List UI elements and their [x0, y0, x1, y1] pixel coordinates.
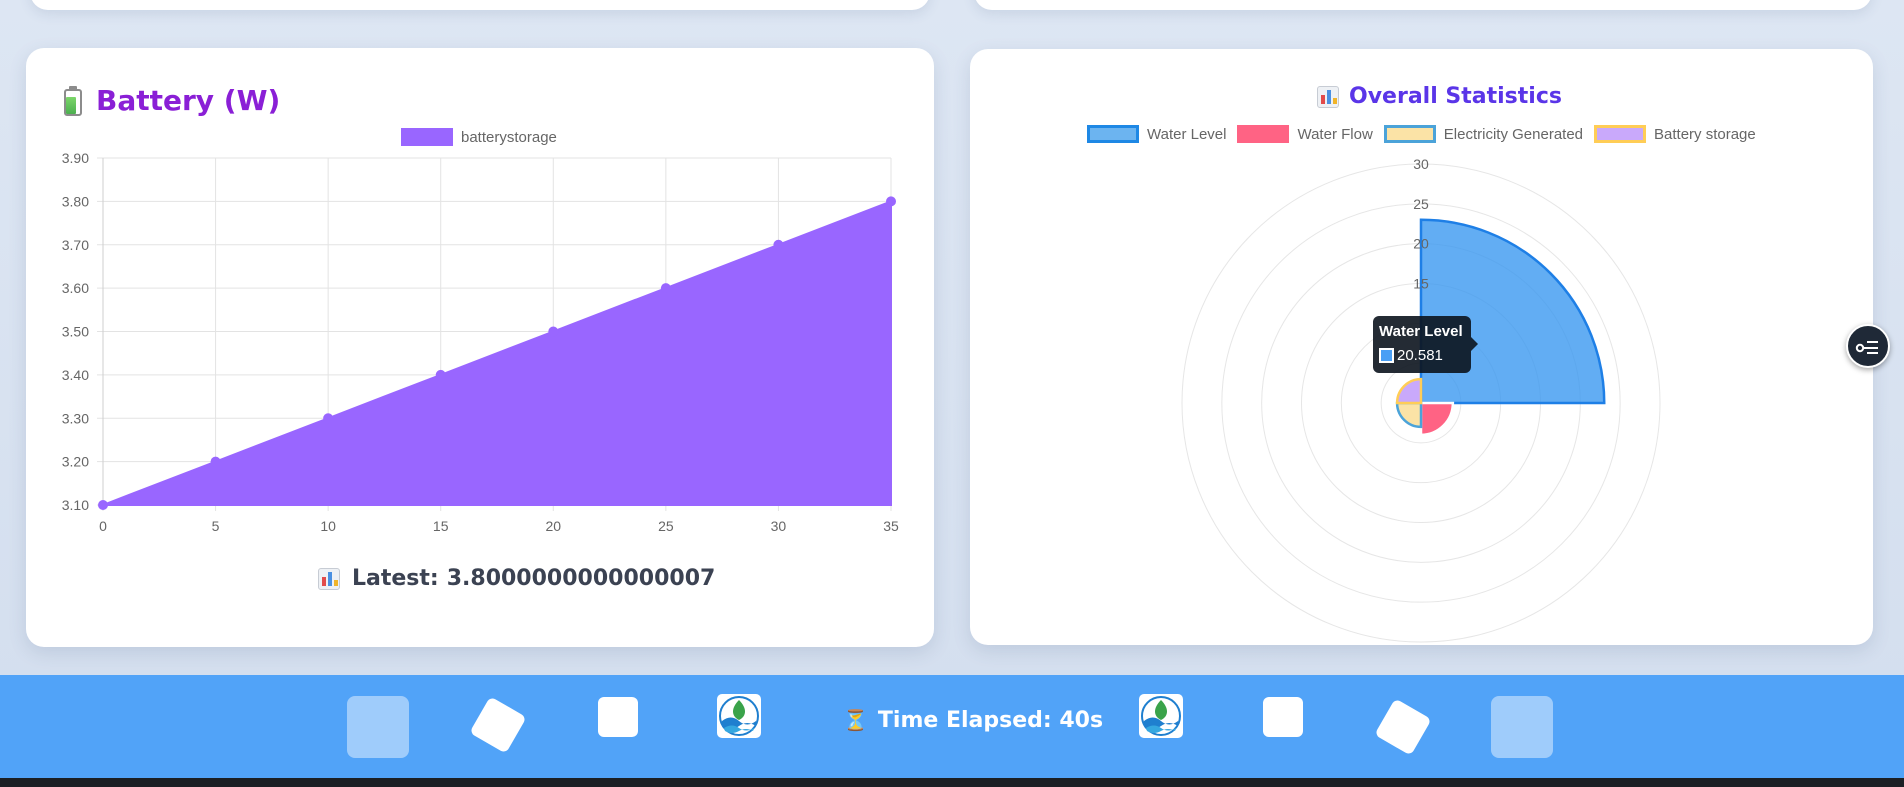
x-tick-label: 10 [320, 518, 336, 534]
x-tick-label: 20 [545, 518, 561, 534]
r-tick-label: 30 [1413, 156, 1429, 172]
tooltip-row: 20.581 [1379, 347, 1443, 364]
y-tick-label: 3.70 [62, 237, 89, 253]
decor-square [1491, 696, 1553, 758]
legend-label-batterystorage: batterystorage [461, 128, 557, 146]
battery-card-title: Battery (W) [64, 84, 280, 117]
y-tick-label: 3.20 [62, 454, 89, 470]
sector-water-flow [1419, 401, 1455, 437]
stats-title-text: Overall Statistics [1349, 84, 1562, 109]
legend-label-water-level: Water Level [1147, 125, 1227, 143]
settings-list-icon [1855, 341, 1878, 354]
x-tick-label: 25 [658, 518, 674, 534]
decor-square [347, 696, 409, 758]
r-tick-label: 25 [1413, 196, 1429, 212]
legend-label-battery-storage: Battery storage [1654, 125, 1756, 143]
sector-battery-storage [1395, 377, 1423, 405]
legend-label-water-flow: Water Flow [1297, 125, 1373, 143]
data-point [98, 500, 108, 510]
polar-ring [1181, 163, 1661, 643]
time-elapsed-text: Time Elapsed: 40s [877, 707, 1104, 733]
floating-menu-button[interactable] [1846, 324, 1890, 368]
x-tick-label: 35 [883, 518, 899, 534]
r-tick-label: 15 [1413, 276, 1429, 292]
stats-card-title: Overall Statistics [1317, 84, 1562, 109]
card-above-left [30, 0, 930, 10]
polar-ring [1221, 203, 1621, 603]
y-tick-label: 3.10 [62, 497, 89, 513]
time-elapsed: ⏳ Time Elapsed: 40s [843, 704, 1103, 736]
water-logo-icon [1139, 694, 1183, 738]
legend-item-electricity[interactable]: Electricity Generated [1383, 125, 1584, 143]
latest-prefix: Latest: [352, 566, 439, 591]
battery-latest: Latest: 3.8000000000000007 [318, 566, 715, 591]
card-above-right [974, 0, 1872, 10]
battery-chart-legend[interactable]: batterystorage [401, 128, 568, 146]
y-tick-label: 3.60 [62, 280, 89, 296]
bar-chart-icon [1317, 85, 1339, 108]
hourglass-icon: ⏳ [843, 708, 868, 732]
legend-item-water-level[interactable]: Water Level [1087, 125, 1226, 143]
x-tick-label: 0 [99, 518, 107, 534]
data-point [323, 413, 334, 424]
data-point [773, 239, 784, 250]
y-tick-label: 3.80 [62, 193, 89, 209]
tooltip-value: 20.581 [1397, 347, 1443, 364]
legend-swatch-batterystorage [401, 128, 453, 146]
r-tick-label: 20 [1413, 236, 1429, 252]
y-tick-label: 3.90 [62, 150, 89, 166]
data-point [435, 369, 446, 380]
data-point [660, 283, 671, 294]
y-tick-label: 3.50 [62, 324, 89, 340]
decor-square [1263, 697, 1303, 737]
decor-square [598, 697, 638, 737]
x-tick-label: 30 [771, 518, 787, 534]
legend-swatch-water-level [1087, 125, 1139, 143]
bar-chart-icon [318, 567, 340, 590]
legend-swatch-battery-storage [1594, 125, 1647, 143]
os-taskbar [0, 778, 1904, 787]
battery-area-fill [102, 199, 892, 506]
data-point [548, 326, 559, 337]
tooltip-title: Water Level [1379, 323, 1463, 340]
chart-tooltip: Water Level 20.581 [1373, 316, 1478, 373]
legend-label-electricity: Electricity Generated [1443, 125, 1584, 143]
battery-icon [64, 85, 82, 116]
latest-value: 3.8000000000000007 [446, 566, 716, 591]
x-tick-label: 5 [212, 518, 220, 534]
x-tick-label: 15 [433, 518, 449, 534]
legend-item-water-flow[interactable]: Water Flow [1237, 125, 1373, 143]
stats-chart-legend[interactable]: Water Level Water Flow Electricity Gener… [1087, 125, 1767, 143]
legend-swatch-water-flow [1237, 125, 1290, 143]
y-tick-label: 3.30 [62, 410, 89, 426]
y-tick-label: 3.40 [62, 367, 89, 383]
water-logo-icon [717, 694, 761, 738]
data-point [886, 196, 896, 207]
data-point [210, 456, 221, 467]
legend-swatch-electricity [1383, 125, 1436, 143]
legend-item-batterystorage[interactable]: batterystorage [401, 128, 557, 146]
footer-bar [0, 675, 1904, 778]
sector-electricity [1395, 401, 1423, 429]
tooltip-swatch [1379, 348, 1394, 363]
battery-title-text: Battery (W) [96, 84, 281, 117]
sector-water-level [1419, 218, 1606, 405]
legend-item-battery-storage[interactable]: Battery storage [1594, 125, 1756, 143]
